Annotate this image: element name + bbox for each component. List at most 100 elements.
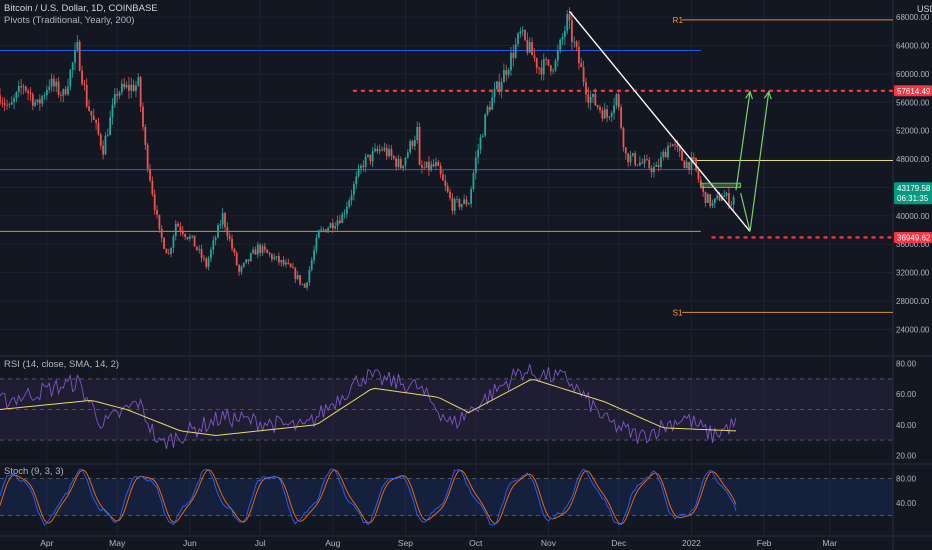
candle-body <box>48 86 51 90</box>
candle-body <box>458 199 461 208</box>
last-price-badge <box>894 182 932 205</box>
candle-body <box>374 148 376 152</box>
candle-body <box>456 199 458 200</box>
candle-body <box>432 164 435 167</box>
candle-body <box>240 266 243 272</box>
candle-body <box>535 58 538 68</box>
candle-body <box>360 165 362 169</box>
candle-body <box>669 145 672 147</box>
price-tick-label: 64000.00 <box>896 41 930 50</box>
candle-body <box>648 159 651 169</box>
candle-body <box>425 161 428 168</box>
candle-body <box>64 89 67 95</box>
candle-body <box>367 154 369 157</box>
time-tick-label: Jul <box>255 538 266 548</box>
candle-body <box>256 244 259 255</box>
candle-body <box>378 149 381 152</box>
candle-body <box>160 228 163 238</box>
candle-body <box>50 78 53 87</box>
candle-body <box>723 195 726 198</box>
candle-body <box>13 98 15 103</box>
candle-body <box>149 168 151 181</box>
candle-body <box>102 145 105 155</box>
candle-body <box>345 206 348 214</box>
candle-body <box>303 283 306 288</box>
time-tick-label: Jun <box>183 538 197 548</box>
candle-body <box>156 210 158 215</box>
candle-body <box>549 65 552 72</box>
candle-body <box>331 223 334 229</box>
candle-body <box>231 238 233 249</box>
candle-body <box>688 161 690 170</box>
candle-body <box>259 244 262 253</box>
candlestick-series <box>0 7 735 291</box>
candle-body <box>732 197 735 205</box>
candle-body <box>662 151 665 158</box>
currency-label[interactable]: USD <box>917 4 932 14</box>
candle-body <box>3 103 6 105</box>
candle-body <box>355 176 358 185</box>
candle-body <box>526 39 529 53</box>
candle-body <box>599 107 601 111</box>
candle-body <box>563 30 566 37</box>
candle-body <box>402 165 405 169</box>
candle-body <box>308 269 311 283</box>
time-tick-label: Sep <box>398 538 413 548</box>
candle-body <box>578 46 580 64</box>
candle-body <box>641 162 644 164</box>
candle-body <box>517 33 519 45</box>
candle-body <box>603 109 606 119</box>
candle-body <box>692 157 695 159</box>
candle-body <box>306 282 308 288</box>
candle-body <box>142 106 144 127</box>
candle-body <box>622 128 625 148</box>
candle-body <box>67 86 69 95</box>
candle-body <box>488 106 491 110</box>
candle-body <box>74 50 76 63</box>
candle-body <box>409 141 412 153</box>
candle-body <box>465 199 468 205</box>
candle-body <box>146 144 149 169</box>
candle-body <box>519 31 522 34</box>
candle-body <box>481 135 484 138</box>
time-tick-label: Dec <box>611 538 627 548</box>
candle-body <box>420 164 423 168</box>
candle-body <box>224 213 226 228</box>
candle-body <box>477 149 480 158</box>
stoch-k-line <box>0 468 737 526</box>
candle-body <box>730 204 733 206</box>
candle-body <box>275 256 278 258</box>
candle-body <box>718 195 721 201</box>
candle-body <box>263 246 266 250</box>
candle-body <box>554 60 557 71</box>
candle-body <box>678 147 681 151</box>
rsi-tick-label: 80.00 <box>896 360 917 369</box>
projection-arrow <box>740 91 770 232</box>
candle-body <box>235 252 238 266</box>
candle-body <box>545 59 548 60</box>
candle-body <box>92 115 95 121</box>
candle-body <box>165 248 168 254</box>
candle-body <box>214 237 217 241</box>
candle-body <box>521 30 524 32</box>
candle-body <box>278 256 280 263</box>
price-tick-label: 28000.00 <box>896 297 930 306</box>
arrow-head <box>745 90 754 100</box>
candle-body <box>653 166 655 173</box>
candle-body <box>76 41 79 51</box>
candle-body <box>376 148 379 152</box>
price-tick-label: 68000.00 <box>896 13 930 22</box>
time-tick-label: Mar <box>822 538 837 548</box>
candle-body <box>179 226 182 231</box>
candle-body <box>57 81 60 95</box>
candle-body <box>282 260 285 265</box>
candle-body <box>601 110 604 119</box>
candle-body <box>596 105 599 108</box>
candle-body <box>144 126 147 145</box>
candle-body <box>270 254 273 260</box>
candle-body <box>444 180 447 186</box>
candle-body <box>706 194 709 203</box>
candle-body <box>95 120 97 123</box>
